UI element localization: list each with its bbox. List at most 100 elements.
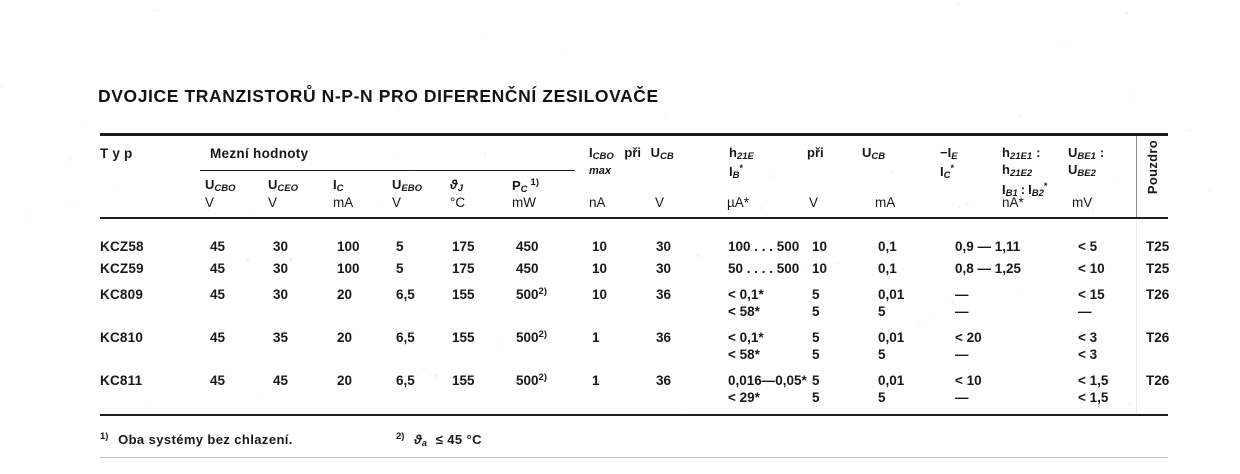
header-h21e2: h21E2 xyxy=(1002,162,1032,180)
header-ube1: UBE1: xyxy=(1068,145,1104,163)
unit-ic: mA xyxy=(333,195,354,210)
header-theta-sub: J xyxy=(457,183,463,194)
header-ube2-sub: BE2 xyxy=(1077,168,1096,179)
header-icm-i: I xyxy=(333,177,337,192)
cell-ucb2: 10 xyxy=(812,261,828,276)
cell-uebo: 6,5 xyxy=(396,330,415,345)
header-minus-ie: −IE xyxy=(940,145,958,163)
cell-ube: < 15 xyxy=(1078,287,1105,302)
header-ib-i: I xyxy=(729,164,733,179)
header-ib2-sub: B2 xyxy=(1031,188,1044,199)
cell-pc: 450 xyxy=(516,261,539,276)
cell-pc-footnote-ref: 2) xyxy=(538,286,547,297)
unit-ucb: V xyxy=(655,195,665,210)
cell-h21ratio-secondary: — xyxy=(955,304,969,319)
header-ucbo-sub: CBO xyxy=(214,183,236,194)
cell-ic: 20 xyxy=(337,287,353,302)
cell-h21e-secondary: < 58* xyxy=(728,347,760,362)
cell-h21ratio-secondary: — xyxy=(955,390,969,405)
unit-uebo: V xyxy=(392,195,402,210)
cell-theta: 155 xyxy=(452,287,475,302)
header-ucb2-sub: CB xyxy=(871,151,886,162)
cell-ucbo: 45 xyxy=(210,287,226,302)
header-ie-minus: −I xyxy=(940,145,952,160)
cell-ie: 0,1 xyxy=(878,239,897,254)
header-typ: T y p xyxy=(100,146,133,161)
header-pc-p: P xyxy=(512,178,521,193)
cell-ie-secondary: 5 xyxy=(878,390,886,405)
header-pri-2: při xyxy=(807,145,824,160)
header-h21e-sub: 21E xyxy=(736,151,754,162)
unit-ie: mA xyxy=(875,195,896,210)
header-ib2-star: * xyxy=(1043,181,1048,191)
header-ib: IB* xyxy=(729,163,743,182)
footnote-1-text: Oba systémy bez chlazení. xyxy=(118,432,293,447)
header-icbo-sub: CBO xyxy=(592,151,614,162)
pouzdro-separator-body xyxy=(1136,220,1138,414)
table-bottom-rule xyxy=(100,414,1168,416)
footnote-2-theta: ϑ xyxy=(414,432,422,447)
cell-pouzdro: T26 xyxy=(1146,373,1170,388)
footnote-bottom-rule xyxy=(100,457,1168,459)
header-ic-i: I xyxy=(940,164,944,179)
unit-ucbo: V xyxy=(205,195,215,210)
header-ib-sub: B xyxy=(732,170,740,181)
header-group-mezni-hodnoty: Mezní hodnoty xyxy=(210,146,309,161)
table-top-rule xyxy=(100,133,1168,136)
footnote-2-theta-sub: a xyxy=(421,438,428,449)
cell-uceo: 35 xyxy=(273,330,289,345)
cell-pouzdro: T26 xyxy=(1146,330,1170,345)
header-h21e1-h: h xyxy=(1002,145,1010,160)
cell-ie: 0,1 xyxy=(878,261,897,276)
cell-icbo: 10 xyxy=(592,239,608,254)
cell-ucbo: 45 xyxy=(210,239,226,254)
cell-h21ratio: < 20 xyxy=(955,330,982,345)
cell-ucb: 30 xyxy=(656,239,672,254)
header-pc-footnote-ref: 1) xyxy=(530,177,539,188)
cell-ucb2-secondary: 5 xyxy=(812,304,820,319)
cell-uceo: 30 xyxy=(273,261,289,276)
header-h21e1-colon: : xyxy=(1036,145,1041,160)
header-ic-star-glyph: * xyxy=(950,163,955,173)
unit-uceo: V xyxy=(268,195,278,210)
cell-ucb: 30 xyxy=(656,261,672,276)
header-ube1-u: U xyxy=(1068,145,1078,160)
cell-ucb2: 10 xyxy=(812,239,828,254)
cell-uebo: 5 xyxy=(396,261,404,276)
header-icbo-max: max xyxy=(589,165,612,177)
header-ib1-sub: B1 xyxy=(1005,188,1018,199)
cell-ic: 20 xyxy=(337,330,353,345)
cell-uebo: 5 xyxy=(396,239,404,254)
cell-pc: 5002) xyxy=(516,329,547,345)
cell-pouzdro: T26 xyxy=(1146,287,1170,302)
cell-h21e: 0,016—0,05* xyxy=(728,373,807,388)
header-icbo-i: I xyxy=(589,145,593,160)
cell-uceo: 45 xyxy=(273,373,289,388)
header-ube1-sub: BE1 xyxy=(1077,151,1096,162)
cell-theta: 175 xyxy=(452,261,475,276)
header-icbo-pri: při xyxy=(624,145,641,160)
header-h21e1-sub: 21E1 xyxy=(1009,151,1033,162)
footnote-2-marker: 2) xyxy=(396,431,405,442)
cell-icbo: 10 xyxy=(592,261,608,276)
cell-ucbo: 45 xyxy=(210,261,226,276)
cell-h21ratio: 0,9 — 1,11 xyxy=(955,239,1021,254)
header-uebo: UEBO xyxy=(392,177,422,195)
cell-icbo: 1 xyxy=(592,373,600,388)
header-ratio-colon: : xyxy=(1020,182,1026,197)
header-pouzdro: Pouzdro xyxy=(1145,140,1160,195)
pouzdro-separator xyxy=(1136,136,1138,217)
cell-ie: 0,01 xyxy=(878,287,905,302)
header-h21e: h21E xyxy=(729,145,754,163)
row-type-label: KC811 xyxy=(100,373,143,388)
footnote-2-text: ≤ 45 °C xyxy=(435,432,482,447)
cell-ube: < 1,5 xyxy=(1078,373,1109,388)
header-uceo: UCEO xyxy=(268,177,298,195)
cell-ucb2: 5 xyxy=(812,330,820,345)
cell-theta: 155 xyxy=(452,373,475,388)
cell-ic: 20 xyxy=(337,373,353,388)
group-underline xyxy=(200,170,575,172)
header-uebo-sub: EBO xyxy=(401,183,422,194)
cell-ube-secondary: < 1,5 xyxy=(1078,390,1109,405)
